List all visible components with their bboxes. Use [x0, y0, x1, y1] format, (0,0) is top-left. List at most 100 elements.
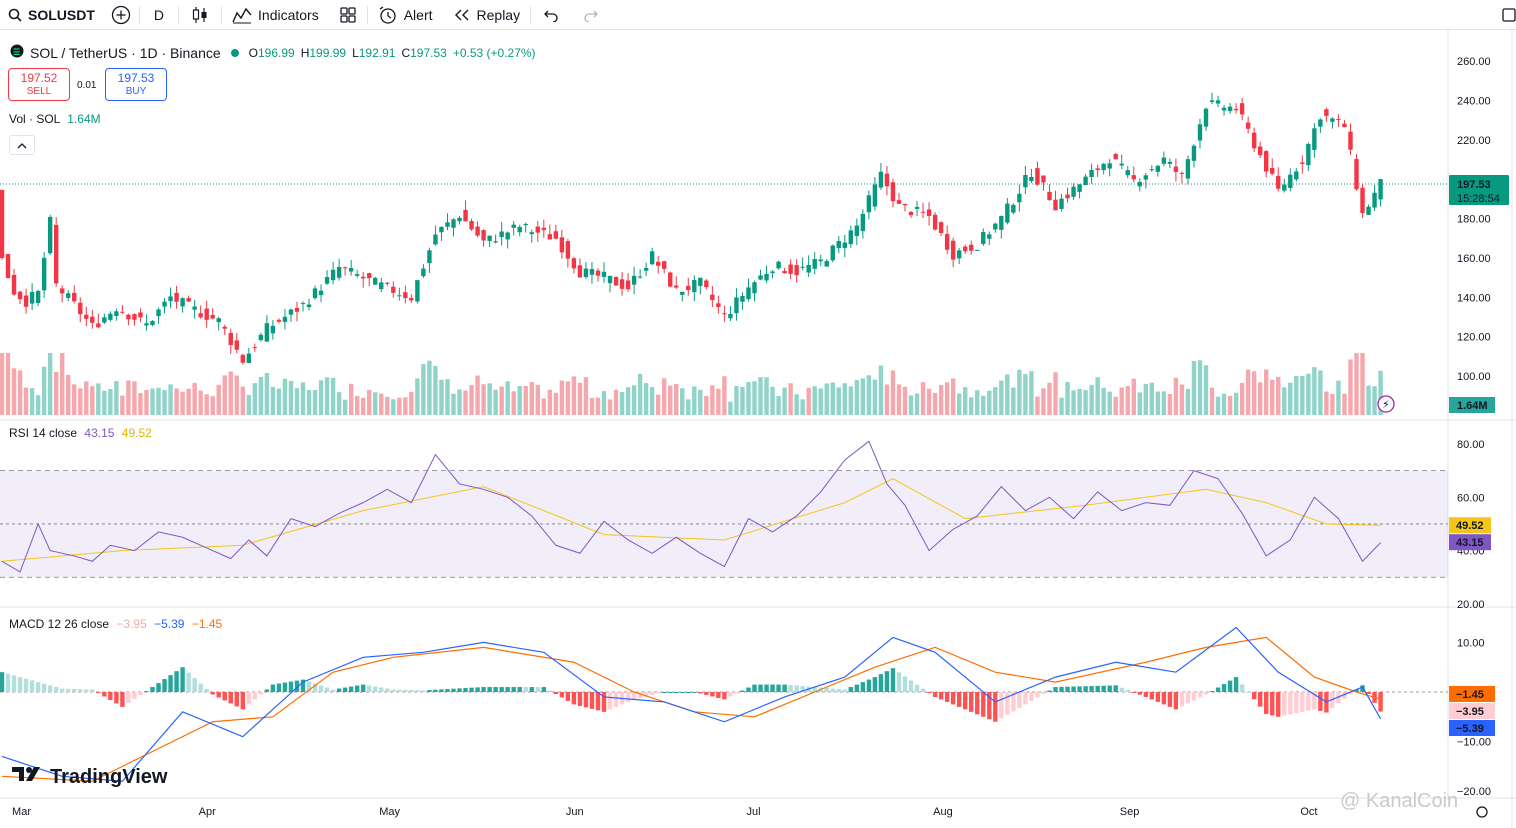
macd-hist-bar [655, 692, 661, 694]
candle-body [451, 219, 456, 228]
chart-type-button[interactable] [179, 0, 221, 30]
macd-hist-bar [529, 687, 534, 692]
volume-bar [680, 388, 685, 415]
sell-button[interactable]: 197.52 SELL [8, 68, 70, 101]
volume-bar [770, 386, 775, 415]
volume-bar [698, 389, 703, 415]
volume-bar [198, 390, 203, 415]
volume-bar [1221, 393, 1227, 415]
volume-bar [1149, 382, 1155, 415]
layouts-button[interactable] [329, 0, 367, 30]
macd-histogram [0, 667, 1383, 722]
volume-bar [29, 388, 35, 415]
volume-bar [1143, 383, 1148, 415]
macd-hist-bar [475, 687, 480, 692]
fullscreen-button[interactable] [1502, 0, 1516, 30]
volume-bar [1029, 371, 1034, 415]
alert-button[interactable]: Alert [368, 0, 443, 30]
market-open-dot [230, 48, 239, 57]
volume-bar [1318, 370, 1323, 415]
macd-hist-bar [782, 684, 787, 692]
candle-body [728, 313, 733, 319]
undo-button[interactable] [531, 0, 571, 30]
candle-body [1149, 169, 1155, 171]
candle-body [800, 266, 805, 268]
volume-bar [908, 395, 914, 415]
sell-label: SELL [26, 86, 52, 97]
macd-legend: MACD 12 26 close −3.95 −5.39 −1.45 [9, 617, 222, 631]
price-tick-label: 180.00 [1457, 214, 1491, 226]
tradingview-logo[interactable]: TradingView [12, 765, 167, 789]
indicators-icon [232, 6, 252, 24]
macd-hist-bar [559, 692, 565, 698]
toolbar-divider [138, 5, 140, 24]
volume-legend: Vol · SOL 1.64M [9, 112, 101, 126]
volume-bar [625, 387, 631, 415]
price-tick-label: 220.00 [1457, 135, 1491, 147]
macd-hist-bar [270, 684, 276, 692]
candle-body [150, 320, 155, 326]
month-label: Oct [1300, 806, 1317, 818]
candle-body [47, 216, 53, 254]
candle-body [294, 307, 300, 312]
symbol-legend: SOL / TetherUS · 1D · Binance O196.99 H1… [10, 44, 536, 61]
volume-bar [210, 396, 215, 415]
candle-body [710, 294, 715, 301]
macd-hist-bar [1282, 692, 1287, 716]
macd-hist-bar [1342, 692, 1347, 699]
candle-body [174, 292, 179, 302]
macd-hist-bar [1137, 692, 1142, 695]
macd-hist-bar [1089, 686, 1094, 692]
candles-icon [191, 6, 209, 24]
replay-button[interactable]: Replay [443, 0, 531, 30]
volume-bar [926, 388, 932, 415]
candle-body [361, 276, 366, 279]
toolbar-divider [221, 5, 223, 24]
volume-bar [969, 397, 974, 415]
candle-body [655, 261, 661, 266]
candle-body [1065, 194, 1070, 199]
volume-bar [553, 392, 559, 415]
macd-hist-bar [1071, 686, 1076, 692]
candle-body [1245, 122, 1251, 129]
volume-bar [866, 375, 872, 415]
buy-button[interactable]: 197.53 BUY [105, 68, 167, 101]
volume-bar [523, 386, 528, 415]
collapse-legend-button[interactable] [9, 135, 35, 155]
candle-body [746, 287, 751, 300]
macd-hist-bar [1155, 692, 1161, 702]
macd-legend-label: MACD 12 26 close [9, 617, 110, 631]
candle-body [1366, 206, 1371, 215]
rsi-ma-badge-value: 49.52 [1456, 520, 1484, 532]
volume-bar [138, 392, 143, 415]
macd-hist-bar [1041, 692, 1046, 694]
volume-bar [1354, 353, 1359, 415]
volume-bar [1270, 379, 1275, 415]
indicators-button[interactable]: Indicators [222, 0, 329, 30]
volume-bar [1288, 382, 1293, 415]
volume-bar [800, 399, 805, 415]
macd-hist-bar [758, 684, 763, 692]
volume-badge-value: 1.64M [1457, 400, 1488, 412]
macd-hist-bar [415, 690, 420, 692]
candle-body [60, 288, 65, 294]
compare-button[interactable] [103, 0, 139, 30]
candle-body [1113, 153, 1118, 160]
candle-body [926, 209, 932, 216]
symbol-search[interactable]: SOLUSDT [0, 0, 103, 30]
volume-bar [1306, 373, 1311, 415]
macd-hist-bar [878, 674, 884, 692]
macd-hist-bar [90, 689, 95, 692]
interval-button[interactable]: D [140, 0, 178, 30]
volume-bar [1348, 359, 1353, 415]
candle-body [433, 234, 438, 245]
price-badge [1449, 175, 1509, 206]
volume-bar [782, 387, 787, 415]
macd-hist-bar [981, 692, 986, 717]
candle-body [415, 280, 420, 302]
change-value: +0.53 (+0.27%) [452, 45, 536, 60]
volume-bar [481, 384, 486, 415]
candle-body [126, 314, 131, 320]
redo-button[interactable] [571, 0, 611, 30]
